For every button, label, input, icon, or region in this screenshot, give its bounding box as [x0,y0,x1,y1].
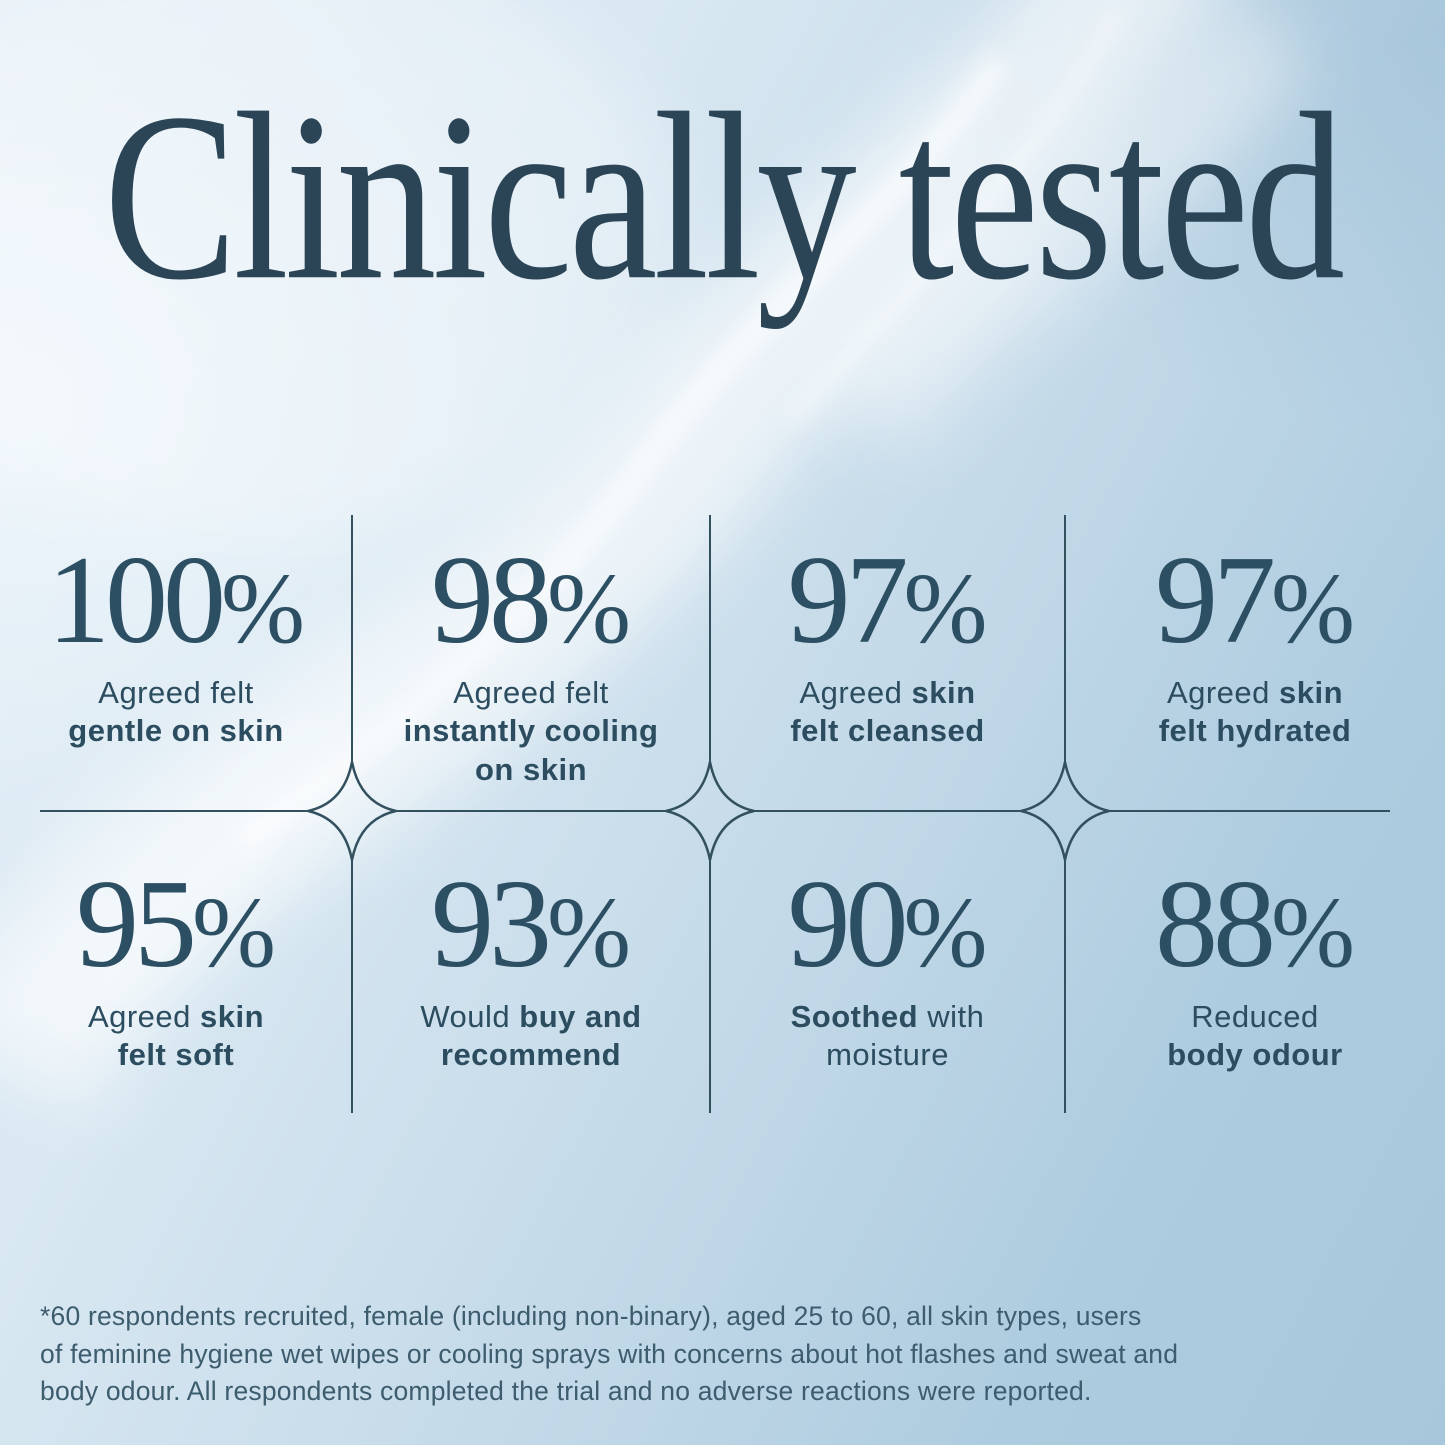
stat-value: 98% [431,531,631,670]
stats-row-top: 100% Agreed felt gentle on skin 98% Agre… [0,538,1445,789]
sparkle-icon [307,761,397,861]
stat-value: 88% [1155,855,1355,994]
stat-buy-and-recommend: 93% Would buy and recommend [352,862,710,1075]
stat-value: 90% [787,855,988,994]
stat-skin-felt-soft: 95% Agreed skin felt soft [0,862,352,1075]
stat-label: Agreed felt gentle on skin [68,675,284,749]
stat-reduced-body-odour: 88% Reduced body odour [1065,862,1445,1075]
stat-label: Soothed with moisture [790,999,985,1073]
stat-value: 100% [47,531,305,670]
splash-glow [0,0,680,540]
sparkle-icon [1020,761,1110,861]
stat-skin-felt-hydrated: 97% Agreed skin felt hydrated [1065,538,1445,789]
splash-streak [232,52,1011,856]
percent-sign: % [903,552,988,664]
stat-label: Reduced body odour [1167,999,1343,1073]
stat-value: 97% [1155,531,1355,670]
splash-streak-thin [784,6,1127,425]
footnote: *60 respondents recruited, female (inclu… [40,1301,1179,1407]
percent-sign: % [1270,876,1355,988]
stat-soothed-with-moisture: 90% Soothed with moisture [710,862,1065,1075]
stats-row-bottom: 95% Agreed skin felt soft 93% Would buy … [0,862,1445,1075]
stat-label: Agreed skin felt hydrated [1158,675,1352,749]
stat-label: Agreed skin felt cleansed [790,675,985,749]
percent-sign: % [1270,552,1355,664]
percent-sign: % [903,876,988,988]
stat-instantly-cooling: 98% Agreed felt instantly cooling on ski… [352,538,710,789]
stat-gentle-on-skin: 100% Agreed felt gentle on skin [0,538,352,789]
stat-value: 97% [787,531,988,670]
sparkle-icon [665,761,755,861]
stat-label: Would buy and recommend [420,999,642,1073]
percent-sign: % [191,876,276,988]
percent-sign: % [220,552,305,664]
stat-value: 95% [76,855,276,994]
page-title: Clinically tested [103,64,1345,331]
stat-label: Agreed skin felt soft [87,999,265,1073]
stat-label: Agreed felt instantly cooling on skin [403,675,659,787]
stat-value: 93% [431,855,631,994]
splash-lower-left [66,737,338,1026]
splash-band-upper [833,2,1310,452]
percent-sign: % [546,552,631,664]
stat-skin-felt-cleansed: 97% Agreed skin felt cleansed [710,538,1065,789]
percent-sign: % [546,876,631,988]
